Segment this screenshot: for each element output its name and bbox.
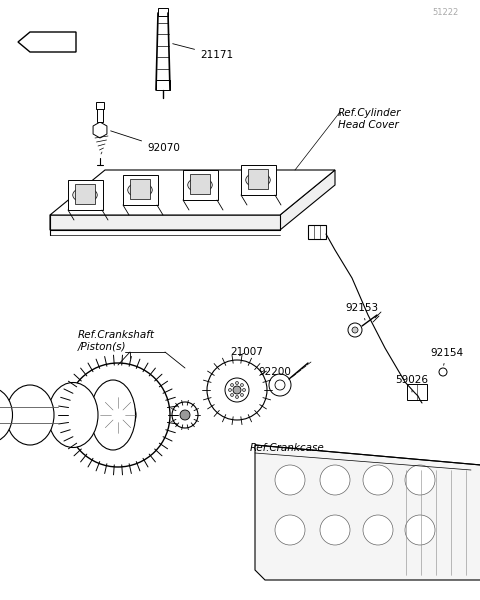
Circle shape bbox=[228, 389, 231, 391]
Circle shape bbox=[242, 389, 245, 391]
Ellipse shape bbox=[90, 380, 135, 450]
Text: Ref.Crankshaft
/Piston(s): Ref.Crankshaft /Piston(s) bbox=[78, 330, 155, 352]
Ellipse shape bbox=[0, 388, 12, 443]
Circle shape bbox=[172, 402, 198, 428]
Text: 51222: 51222 bbox=[431, 8, 457, 17]
Bar bbox=[406, 384, 426, 400]
Bar bbox=[68, 180, 103, 210]
Ellipse shape bbox=[48, 383, 98, 448]
Polygon shape bbox=[50, 170, 334, 215]
Circle shape bbox=[351, 327, 357, 333]
Text: 92154: 92154 bbox=[429, 348, 462, 365]
Circle shape bbox=[362, 515, 392, 545]
Bar bbox=[96, 102, 104, 109]
Circle shape bbox=[100, 397, 136, 433]
Circle shape bbox=[235, 382, 238, 385]
Polygon shape bbox=[18, 32, 76, 52]
Circle shape bbox=[438, 368, 446, 376]
Ellipse shape bbox=[6, 385, 54, 445]
Bar bbox=[123, 175, 157, 205]
Circle shape bbox=[240, 394, 243, 397]
Circle shape bbox=[230, 394, 233, 397]
Circle shape bbox=[180, 410, 190, 420]
Text: FRONT: FRONT bbox=[35, 37, 69, 46]
Circle shape bbox=[235, 395, 238, 398]
Ellipse shape bbox=[72, 187, 97, 202]
Circle shape bbox=[362, 465, 392, 495]
Ellipse shape bbox=[187, 178, 212, 193]
Bar bbox=[156, 80, 169, 90]
Bar bbox=[75, 184, 95, 204]
Bar bbox=[130, 179, 150, 199]
Bar bbox=[307, 225, 325, 239]
Bar bbox=[157, 8, 168, 16]
Bar bbox=[240, 165, 276, 195]
Text: 92070: 92070 bbox=[110, 131, 180, 153]
Circle shape bbox=[225, 378, 249, 402]
Bar bbox=[97, 108, 103, 122]
Circle shape bbox=[275, 515, 304, 545]
Text: Ref.Cylinder
Head Cover: Ref.Cylinder Head Cover bbox=[337, 108, 400, 130]
Bar bbox=[248, 169, 267, 189]
Polygon shape bbox=[50, 170, 334, 230]
Circle shape bbox=[275, 380, 285, 390]
Circle shape bbox=[319, 515, 349, 545]
Circle shape bbox=[230, 383, 233, 386]
Ellipse shape bbox=[245, 173, 270, 187]
Polygon shape bbox=[254, 445, 480, 580]
Bar bbox=[190, 174, 210, 194]
Circle shape bbox=[240, 383, 243, 386]
Circle shape bbox=[66, 363, 169, 467]
Circle shape bbox=[268, 374, 290, 396]
Circle shape bbox=[404, 465, 434, 495]
Circle shape bbox=[111, 408, 125, 422]
Circle shape bbox=[319, 465, 349, 495]
Text: 59026: 59026 bbox=[394, 375, 427, 392]
Circle shape bbox=[347, 323, 361, 337]
Text: 21171: 21171 bbox=[172, 44, 233, 60]
Circle shape bbox=[275, 465, 304, 495]
Text: 92153: 92153 bbox=[344, 303, 377, 320]
Text: 21007: 21007 bbox=[229, 347, 263, 357]
Text: 92200: 92200 bbox=[257, 367, 290, 377]
Circle shape bbox=[206, 360, 266, 420]
Bar bbox=[182, 170, 217, 200]
Circle shape bbox=[404, 515, 434, 545]
Ellipse shape bbox=[128, 182, 152, 197]
Text: Ref.Crankcase: Ref.Crankcase bbox=[250, 443, 324, 453]
Circle shape bbox=[232, 386, 240, 394]
Polygon shape bbox=[93, 122, 107, 138]
